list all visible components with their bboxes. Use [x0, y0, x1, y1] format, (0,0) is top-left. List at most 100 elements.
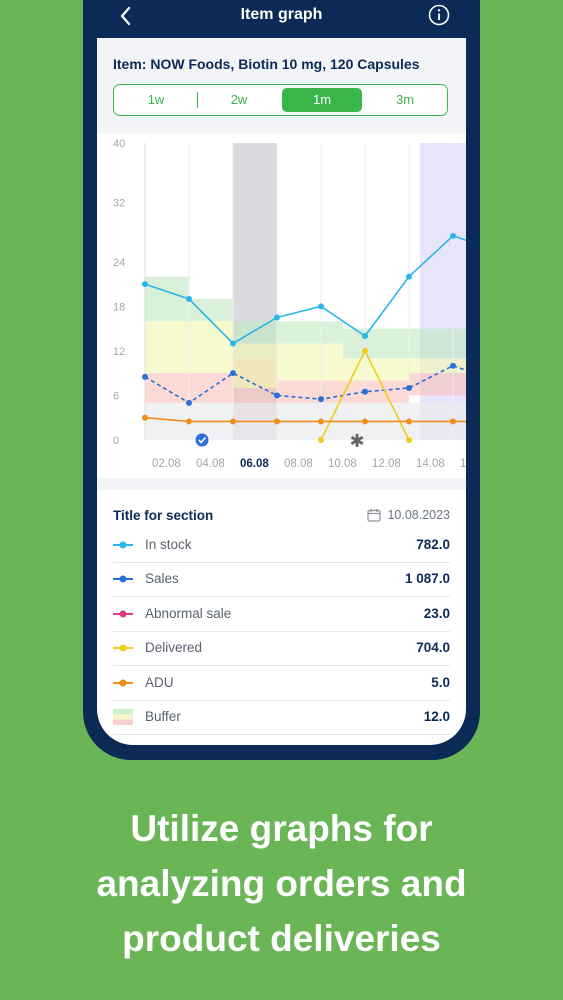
data-point [230, 340, 236, 347]
data-point [186, 295, 192, 302]
data-point [406, 273, 412, 280]
x-tick-label: 04.08 [196, 458, 225, 470]
y-tick-label: 6 [113, 390, 119, 402]
data-point [142, 373, 148, 380]
item-graph-chart[interactable]: 0 6 12 18 24 32 40 02.08 04.08 06.08 08.08 10.08 12.… [97, 133, 466, 478]
buffer-yellow-zone [145, 321, 189, 374]
data-point [450, 418, 456, 425]
period-1w[interactable]: 1w [147, 92, 165, 107]
data-point [362, 333, 368, 340]
x-tick-label: 10.08 [328, 458, 357, 470]
buffer-red-zone [409, 373, 466, 396]
legend-row[interactable]: Buffer 12.0 [113, 700, 450, 735]
x-tick-label: 1 [460, 458, 466, 470]
data-point [406, 437, 412, 443]
legend-value: 1 087.0 [404, 571, 450, 587]
tagline-line-2: analyzing orders and [96, 863, 467, 904]
buffer-green-zone [277, 321, 343, 344]
check-mark [198, 436, 207, 444]
data-point [406, 385, 412, 392]
buffer-green-zone [145, 276, 189, 322]
buffer-green-zone [343, 328, 409, 359]
app-bar: Item graph [97, 0, 466, 38]
line-dot-icon [113, 575, 133, 583]
legend-value: 12.0 [423, 709, 450, 724]
y-tick-label: 18 [113, 301, 125, 313]
buffer-green-zone [409, 328, 466, 359]
data-point [230, 370, 236, 377]
data-point [406, 418, 412, 425]
data-point [318, 396, 324, 403]
app-screen: Item graph Item: NOW Foods, Biotin 10 mg… [97, 0, 466, 745]
check-circle-icon [195, 433, 209, 447]
legend-row[interactable]: ADU 5.0 [113, 666, 450, 701]
buffer-yellow-zone [343, 358, 409, 381]
buffer-red-zone [277, 380, 343, 403]
line-dot-icon [113, 610, 133, 618]
legend-row[interactable]: Sales 1 087.0 [113, 562, 450, 598]
tagline-line-1: Utilize graphs for [130, 808, 433, 849]
buffer-yellow-zone [233, 343, 277, 389]
data-point [450, 232, 456, 239]
data-point [362, 418, 368, 425]
data-point [142, 414, 148, 421]
line-dot-icon [113, 679, 133, 687]
data-point [274, 314, 280, 321]
line-dot-icon [113, 644, 133, 652]
data-point [362, 388, 368, 395]
x-tick-label: 08.08 [284, 458, 313, 470]
buffer-swatch-icon [113, 709, 133, 725]
data-point [362, 347, 368, 354]
legend-row[interactable]: In stock 782.0 [113, 528, 450, 563]
legend-value: 5.0 [431, 674, 450, 690]
legend-label: Abnormal sale [145, 605, 232, 621]
info-icon[interactable] [428, 4, 450, 26]
y-tick-label: 40 [113, 138, 125, 150]
period-1m[interactable]: 1m [282, 88, 362, 112]
legend-label: ADU [145, 674, 174, 690]
legend-label: In stock [145, 537, 192, 552]
buffer-yellow-zone [409, 358, 466, 374]
buffer-green-zone [189, 298, 233, 322]
buffer-yellow-zone [277, 343, 343, 381]
x-tick-label: 02.08 [152, 458, 181, 470]
buffer-yellow-zone [189, 321, 233, 374]
data-point [142, 281, 148, 288]
tagline-line-3: product deliveries [122, 918, 441, 959]
y-tick-label: 12 [113, 346, 125, 358]
section-divider [97, 478, 466, 490]
page-title: Item graph [240, 6, 323, 23]
x-tick-label: 14.08 [416, 458, 445, 470]
legend-label: Sales [145, 571, 179, 587]
data-point [450, 362, 456, 369]
section-title: Title for section [113, 508, 214, 523]
data-point [274, 418, 280, 425]
legend-value: 704.0 [416, 640, 450, 656]
calendar-icon[interactable] [367, 508, 381, 522]
legend-label: Buffer [145, 709, 181, 724]
data-point [318, 418, 324, 425]
data-point [318, 437, 324, 443]
x-tick-label: 12.08 [372, 458, 401, 470]
buffer-red-zone [343, 380, 409, 403]
period-divider [197, 92, 198, 108]
back-arrow-icon[interactable] [115, 5, 137, 27]
y-tick-label: 0 [113, 435, 119, 447]
item-header: Item: NOW Foods, Biotin 10 mg, 120 Capsu… [97, 38, 466, 133]
x-tick-label: 06.08 [240, 458, 269, 470]
y-tick-label: 32 [113, 197, 125, 209]
asterisk-icon: ✱ [349, 431, 364, 452]
legend-value: 782.0 [416, 537, 450, 552]
legend-value: 23.0 [423, 605, 450, 621]
item-title: Item: NOW Foods, Biotin 10 mg, 120 Capsu… [113, 56, 420, 72]
legend-row[interactable]: Abnormal sale 23.0 [113, 597, 450, 632]
data-point [230, 418, 236, 425]
legend-label: Delivered [145, 640, 203, 656]
data-point [318, 303, 324, 310]
data-point [274, 392, 280, 399]
period-2w[interactable]: 2w [230, 92, 248, 107]
data-point [186, 399, 192, 406]
period-3m[interactable]: 3m [395, 92, 415, 107]
legend-row[interactable]: Delivered 704.0 [113, 631, 450, 667]
y-tick-label: 24 [113, 257, 125, 269]
